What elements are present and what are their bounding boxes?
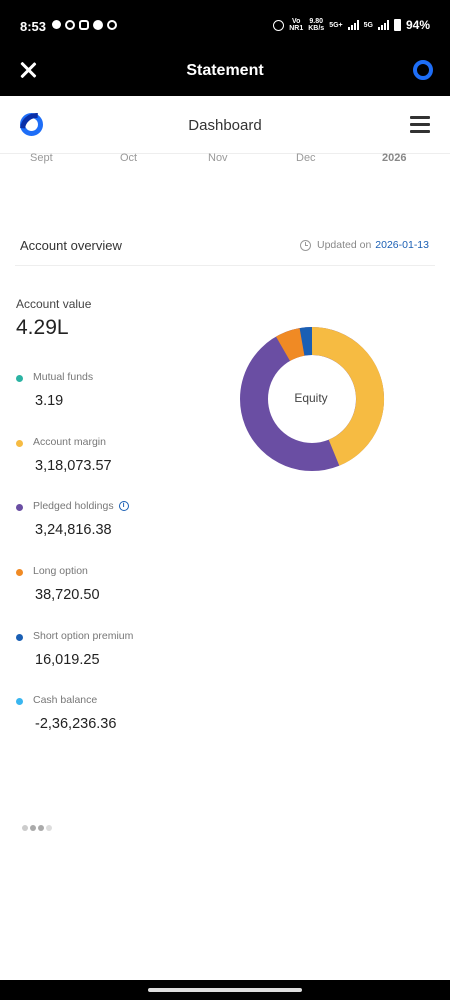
updated-prefix: Updated on — [316, 239, 372, 251]
sim2-signal-icon — [377, 20, 389, 30]
speed-unit: KB/s — [308, 25, 325, 32]
item-label-text: Pledged holdings — [33, 500, 114, 512]
item-label-text: Short option premium — [33, 630, 134, 642]
divider — [15, 265, 435, 266]
volte-indicator: Vo NR1 — [289, 18, 303, 32]
legend-dot — [16, 504, 23, 511]
app-logo-icon — [413, 60, 433, 80]
legend-dot — [16, 569, 23, 576]
equity-donut-chart[interactable] — [232, 319, 392, 479]
item-value: 3,18,073.57 — [35, 458, 112, 474]
month-label: Sept — [30, 152, 53, 164]
item-label-text: Account margin — [33, 436, 106, 448]
account-value-label: Account value — [16, 297, 92, 311]
month-label: 2026 — [382, 152, 407, 164]
sim2-label: 5G — [363, 21, 373, 29]
battery-percent: 94% — [405, 18, 430, 32]
info-icon[interactable]: i — [118, 501, 129, 511]
sim1-signal-icon — [347, 20, 359, 30]
donut-center-label: Equity — [294, 391, 328, 405]
month-label: Oct — [120, 152, 138, 164]
app-header-title: Dashboard — [188, 117, 262, 134]
hamburger-menu-icon[interactable] — [410, 116, 430, 133]
battery-icon — [393, 19, 401, 31]
alarm-icon — [273, 19, 285, 31]
webview-content: Dashboard Sept Oct Nov Dec 2026 Account … — [0, 96, 450, 980]
clock-icon — [299, 239, 311, 251]
item-value: 16,019.25 — [35, 652, 100, 668]
item-value: 38,720.50 — [35, 587, 100, 603]
volte-bottom: NR1 — [289, 25, 304, 32]
month-axis: Sept Oct Nov Dec 2026 — [0, 152, 450, 172]
legend-dot — [16, 634, 23, 641]
updated-date[interactable]: 2026-01-13 — [375, 239, 429, 251]
item-label: Mutual funds — [33, 371, 93, 383]
item-label: Account margin — [33, 436, 106, 448]
notification-icons — [52, 20, 117, 30]
legend-dot — [16, 698, 23, 705]
month-label: Dec — [296, 152, 316, 164]
instagram-icon — [79, 20, 89, 30]
item-label: Long option — [33, 565, 88, 577]
chat-icon — [52, 20, 61, 29]
legend-dot — [16, 440, 23, 447]
item-label: Cash balance — [33, 694, 97, 706]
app-icon — [93, 20, 103, 30]
donut-segment-margin[interactable] — [311, 326, 385, 466]
speed-value: 9.80 — [309, 18, 324, 25]
speed-indicator: 9.80 KB/s — [308, 18, 324, 32]
donut-segment-short-option[interactable] — [299, 327, 313, 356]
item-label: Short option premium — [33, 630, 133, 642]
section-title: Account overview — [20, 238, 122, 253]
navigation-bar — [0, 980, 450, 1000]
legend-dot — [16, 375, 23, 382]
home-gesture-handle[interactable] — [148, 988, 302, 992]
item-label-text: Long option — [33, 565, 88, 577]
item-value: 3,24,816.38 — [35, 522, 112, 538]
brand-logo-icon[interactable] — [20, 113, 43, 136]
app-header: Dashboard — [0, 96, 450, 154]
paytm-icon — [107, 20, 117, 30]
item-label: Pledged holdings i — [33, 500, 129, 512]
title-bar: Statement — [0, 52, 450, 96]
sim1-label: 5G+ — [329, 21, 343, 29]
account-value: 4.29L — [16, 316, 69, 339]
loading-dots-icon — [22, 825, 52, 831]
item-label-text: Mutual funds — [33, 371, 94, 383]
month-label: Nov — [208, 152, 228, 164]
item-value: 3.19 — [35, 393, 64, 409]
status-time: 8:53 — [20, 19, 47, 34]
volte-top: Vo — [292, 18, 301, 25]
whatsapp-icon — [65, 20, 75, 30]
page-title: Statement — [186, 62, 264, 79]
status-bar: 8:53 Vo NR1 9.80 KB/s 5G+ 5G 94% — [0, 0, 450, 52]
updated-info: Updated on 2026-01-13 — [299, 239, 429, 251]
donut-segment-long-option[interactable] — [276, 328, 305, 362]
status-right-icons: Vo NR1 9.80 KB/s 5G+ 5G 94% — [273, 18, 430, 32]
item-value: -2,36,236.36 — [35, 716, 117, 732]
item-label-text: Cash balance — [33, 694, 98, 706]
